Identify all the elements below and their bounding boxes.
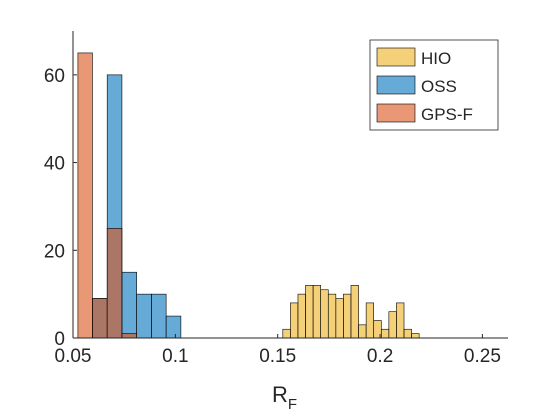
y-tick-label: 60: [44, 66, 65, 87]
bar-hio-8: [343, 293, 352, 339]
bar-hio-2: [297, 293, 306, 339]
bar-hio-6: [327, 293, 337, 339]
bar-hio-4: [312, 285, 321, 339]
x-tick-label: 0.25: [464, 346, 501, 367]
bar-hio-9: [350, 285, 359, 339]
bar-hio-10: [358, 324, 367, 339]
bar-hio-3: [305, 285, 314, 339]
legend-swatch-gps-f: [376, 103, 416, 123]
bar-hio-7: [335, 298, 344, 339]
x-axis-label-main: R: [272, 382, 288, 407]
x-tick-label: 0.2: [367, 346, 393, 367]
axes-layer: [72, 31, 508, 339]
bar-oss-4: [151, 293, 167, 339]
x-axis-label-subscript: F: [288, 396, 297, 413]
bar-gps-f-0: [77, 52, 93, 339]
bar-oss-5: [165, 315, 182, 339]
bar-gps-f-2: [106, 228, 123, 339]
bars-layer: [77, 52, 420, 339]
y-tick-label: 0: [54, 329, 65, 350]
bar-hio-11: [365, 302, 375, 339]
ticks-layer: 0.05 0.1 0.15 0.2 0.25 0 20 40 60: [44, 66, 501, 367]
x-axis-label: RF: [272, 382, 297, 413]
y-tick-label: 40: [44, 154, 65, 175]
bar-hio-13: [380, 328, 390, 339]
bar-hio-17: [411, 333, 420, 339]
bar-gps-f-1: [92, 298, 108, 339]
bar-oss-2: [121, 271, 137, 339]
y-tick-label: 20: [44, 241, 65, 262]
legend: HIO OSS GPS-F: [369, 39, 499, 131]
x-tick-label: 0.15: [259, 346, 296, 367]
legend-label-oss: OSS: [421, 77, 457, 96]
bar-hio-5: [320, 289, 329, 339]
bar-oss-3: [136, 293, 152, 339]
bar-hio-14: [388, 311, 397, 339]
x-tick-label: 0.05: [55, 346, 92, 367]
bar-hio-1: [290, 302, 299, 339]
legend-swatch-hio: [376, 47, 416, 67]
legend-swatch-oss: [376, 75, 416, 95]
x-tick-label: 0.1: [162, 346, 188, 367]
bar-hio-16: [403, 328, 412, 339]
bar-hio-15: [396, 302, 405, 339]
bar-gps-f-3: [121, 333, 137, 339]
legend-label-gps-f: GPS-F: [421, 105, 473, 124]
bar-hio-0: [282, 328, 291, 339]
legend-label-hio: HIO: [421, 49, 451, 68]
